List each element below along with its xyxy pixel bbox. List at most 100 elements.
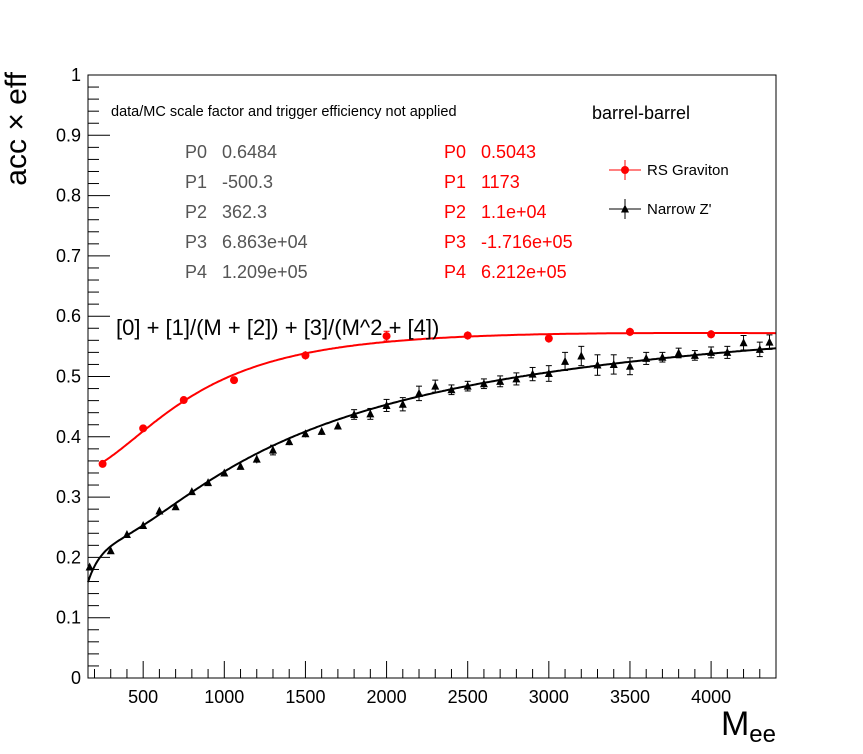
x-tick-label: 2500: [448, 687, 488, 707]
fit-param-label: P0: [185, 142, 207, 162]
triangle-marker: [301, 429, 310, 438]
legend-triangle-marker: [621, 204, 629, 213]
rs-graviton-point: [625, 327, 634, 337]
y-tick-label: 0.2: [56, 547, 81, 567]
triangle-marker: [122, 529, 131, 538]
narrow-zprime-point: [139, 520, 148, 529]
triangle-marker: [593, 360, 602, 369]
legend-label: RS Graviton: [647, 162, 729, 179]
triangle-marker: [415, 388, 424, 397]
triangle-marker: [398, 399, 407, 408]
x-axis-label-subscript: ee: [749, 721, 776, 748]
narrow-zprime-point: [447, 384, 456, 396]
triangle-marker: [236, 461, 245, 470]
narrow-zprime-point: [642, 351, 651, 365]
x-tick-label: 1000: [204, 687, 244, 707]
triangle-marker: [561, 356, 570, 365]
y-tick-label: 0.3: [56, 487, 81, 507]
narrow-zprime-point: [333, 421, 342, 430]
narrow-zprime-point: [577, 345, 586, 367]
y-tick-label: 1: [71, 65, 81, 85]
triangle-marker: [674, 348, 683, 357]
fit-param-label: P3: [185, 232, 207, 252]
rs-graviton-fit-curve: [102, 332, 777, 464]
narrow-zprime-point: [625, 357, 634, 376]
triangle-marker: [220, 468, 229, 477]
triangle-marker: [463, 381, 472, 390]
triangle-marker: [479, 379, 488, 388]
fit-param-label: P1: [444, 172, 466, 192]
circle-marker: [544, 334, 553, 343]
narrow-zprime-point: [236, 461, 245, 470]
fit-param-value: 0.6484: [222, 142, 277, 162]
narrow-zprime-point: [252, 454, 261, 464]
y-tick-label: 0: [71, 668, 81, 688]
triangle-marker: [707, 347, 716, 356]
triangle-marker: [155, 506, 164, 515]
triangle-marker: [723, 347, 732, 356]
triangle-marker: [577, 351, 586, 360]
triangle-marker: [690, 350, 699, 359]
triangle-marker: [739, 338, 748, 347]
narrow-zprime-point: [398, 397, 407, 412]
fit-param-label: P2: [185, 202, 207, 222]
fit-param-value: -1.716e+05: [481, 232, 573, 252]
triangle-marker: [512, 374, 521, 383]
fit-param-value: 1173: [481, 172, 520, 192]
rs-graviton-point: [382, 330, 391, 342]
triangle-marker: [366, 409, 375, 418]
narrow-zprime-point: [171, 502, 180, 511]
rs-graviton-point: [707, 330, 716, 339]
fit-formula: [0] + [1]/(M + [2]) + [3]/(M^2 + [4]): [116, 315, 439, 340]
y-axis-label: acc × eff: [0, 71, 33, 185]
narrow-zprime-point: [658, 351, 667, 363]
narrow-zprime-point: [301, 429, 310, 438]
triangle-marker: [285, 437, 294, 446]
triangle-marker: [252, 454, 261, 463]
x-tick-label: 3000: [529, 687, 569, 707]
triangle-marker: [350, 409, 359, 418]
x-tick-label: 500: [128, 687, 158, 707]
y-tick-label: 0.5: [56, 367, 81, 387]
narrow-zprime-point: [155, 506, 164, 515]
narrow-zprime-point: [496, 375, 505, 388]
triangle-marker: [528, 369, 537, 378]
y-tick-label: 0.1: [56, 608, 81, 628]
x-tick-label: 2000: [367, 687, 407, 707]
fit-param-value: -500.3: [222, 172, 273, 192]
narrow-zprime-point: [739, 334, 748, 351]
circle-marker: [301, 351, 310, 360]
circle-marker: [179, 396, 188, 405]
legend-entry: Narrow Z': [609, 199, 712, 219]
fit-param-value: 362.3: [222, 202, 267, 222]
rs-graviton-point: [139, 424, 148, 433]
fit-param-label: P4: [444, 262, 466, 282]
triangle-marker: [658, 352, 667, 361]
narrow-zprime-point: [366, 407, 375, 420]
category-label: barrel-barrel: [592, 103, 690, 123]
fit-param-label: P1: [185, 172, 207, 192]
rs-graviton-point: [98, 459, 107, 468]
triangle-marker: [755, 344, 764, 353]
narrow-zprime-point: [268, 444, 277, 456]
fit-param-value: 6.863e+04: [222, 232, 308, 252]
rs-graviton-point: [463, 331, 472, 340]
narrow-zprime-point: [609, 354, 618, 375]
circle-marker: [139, 424, 148, 433]
triangle-marker: [204, 478, 213, 487]
legend-circle-marker: [621, 166, 629, 174]
narrow-zprime-point: [317, 426, 326, 435]
legend: RS Graviton Narrow Z': [609, 160, 729, 219]
rs-graviton-point: [301, 351, 310, 360]
narrow-zprime-point: [723, 345, 732, 359]
narrow-zprime-point: [220, 468, 229, 477]
triangle-marker: [765, 337, 774, 346]
x-axis-label: Mee: [721, 705, 776, 748]
circle-marker: [98, 459, 107, 468]
circle-marker: [230, 376, 239, 385]
triangle-marker: [317, 426, 326, 435]
rs-graviton-point: [544, 334, 553, 343]
narrow-zprime-point: [431, 379, 440, 393]
legend-label: Narrow Z': [647, 201, 712, 218]
